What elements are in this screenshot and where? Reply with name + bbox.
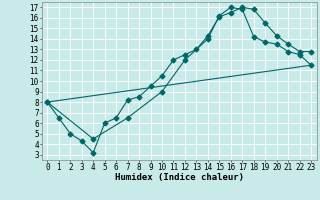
X-axis label: Humidex (Indice chaleur): Humidex (Indice chaleur) (115, 173, 244, 182)
